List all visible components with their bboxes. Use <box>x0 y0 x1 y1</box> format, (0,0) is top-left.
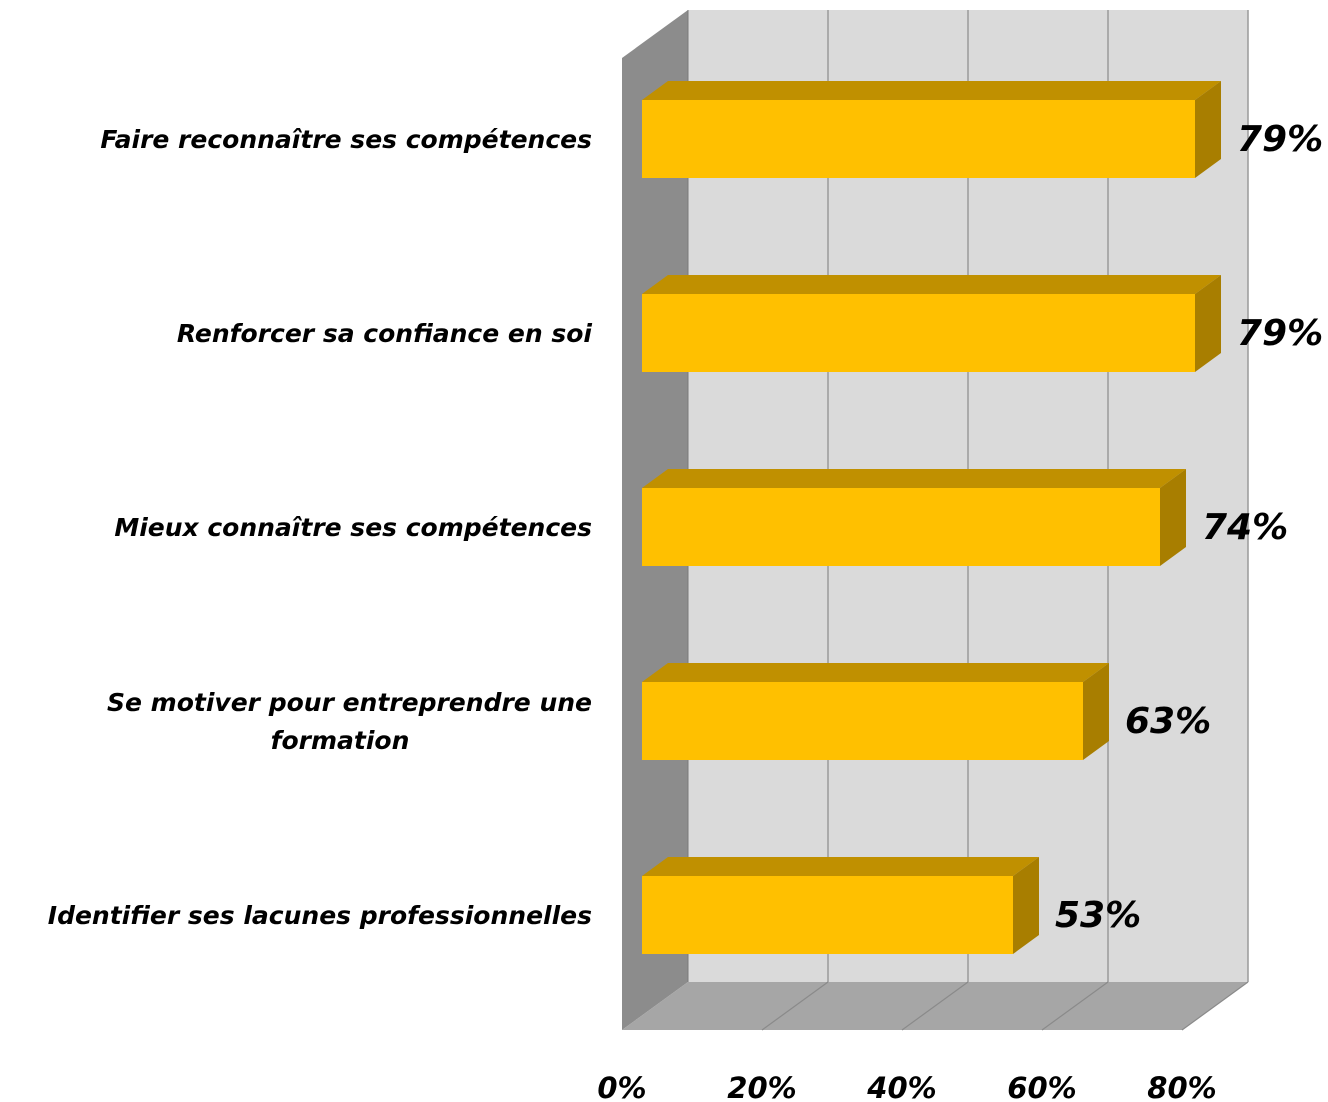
bar-top <box>642 469 1186 488</box>
bar-top <box>642 857 1039 876</box>
bar <box>642 294 1195 372</box>
x-tick-labels: 0% 20% 40% 60% 80% <box>597 1071 1216 1102</box>
bar <box>642 488 1160 566</box>
data-labels: 79% 79% 74% 63% 53% <box>1055 119 1323 936</box>
x-tick-label: 20% <box>727 1071 796 1102</box>
x-tick-label: 80% <box>1147 1071 1216 1102</box>
bar-side <box>1160 469 1186 566</box>
category-label: Mieux connaître ses compétences <box>114 513 592 542</box>
bar-top <box>642 663 1109 682</box>
floor-gridline <box>1041 981 1109 1031</box>
floor-gridline <box>901 981 969 1031</box>
bar-side <box>1195 81 1221 178</box>
category-label: Faire reconnaître ses compétences <box>100 125 592 154</box>
category-labels: Faire reconnaître ses compétences Renforc… <box>48 125 593 930</box>
x-tick-label: 0% <box>597 1071 646 1102</box>
data-label: 79% <box>1237 119 1323 160</box>
category-label: Identifier ses lacunes professionnelles <box>48 901 592 930</box>
bar-side <box>1083 663 1109 760</box>
bar <box>642 876 1013 954</box>
category-label: Renforcer sa confiance en soi <box>177 319 593 348</box>
bar <box>642 682 1083 760</box>
data-label: 53% <box>1055 895 1141 936</box>
floor-gridline <box>1181 981 1249 1031</box>
data-label: 63% <box>1125 701 1211 742</box>
floor-gridline <box>761 981 829 1031</box>
bar-side <box>1013 857 1039 954</box>
bar <box>642 100 1195 178</box>
bar-top <box>642 275 1221 294</box>
category-label: formation <box>271 726 410 755</box>
x-tick-label: 60% <box>1007 1071 1076 1102</box>
x-tick-label: 40% <box>866 1071 936 1102</box>
data-label: 79% <box>1237 313 1323 354</box>
data-label: 74% <box>1202 507 1288 548</box>
bars <box>642 81 1221 954</box>
bar-side <box>1195 275 1221 372</box>
category-label: Se motiver pour entreprendre une <box>107 688 592 717</box>
bar-top <box>642 81 1221 100</box>
